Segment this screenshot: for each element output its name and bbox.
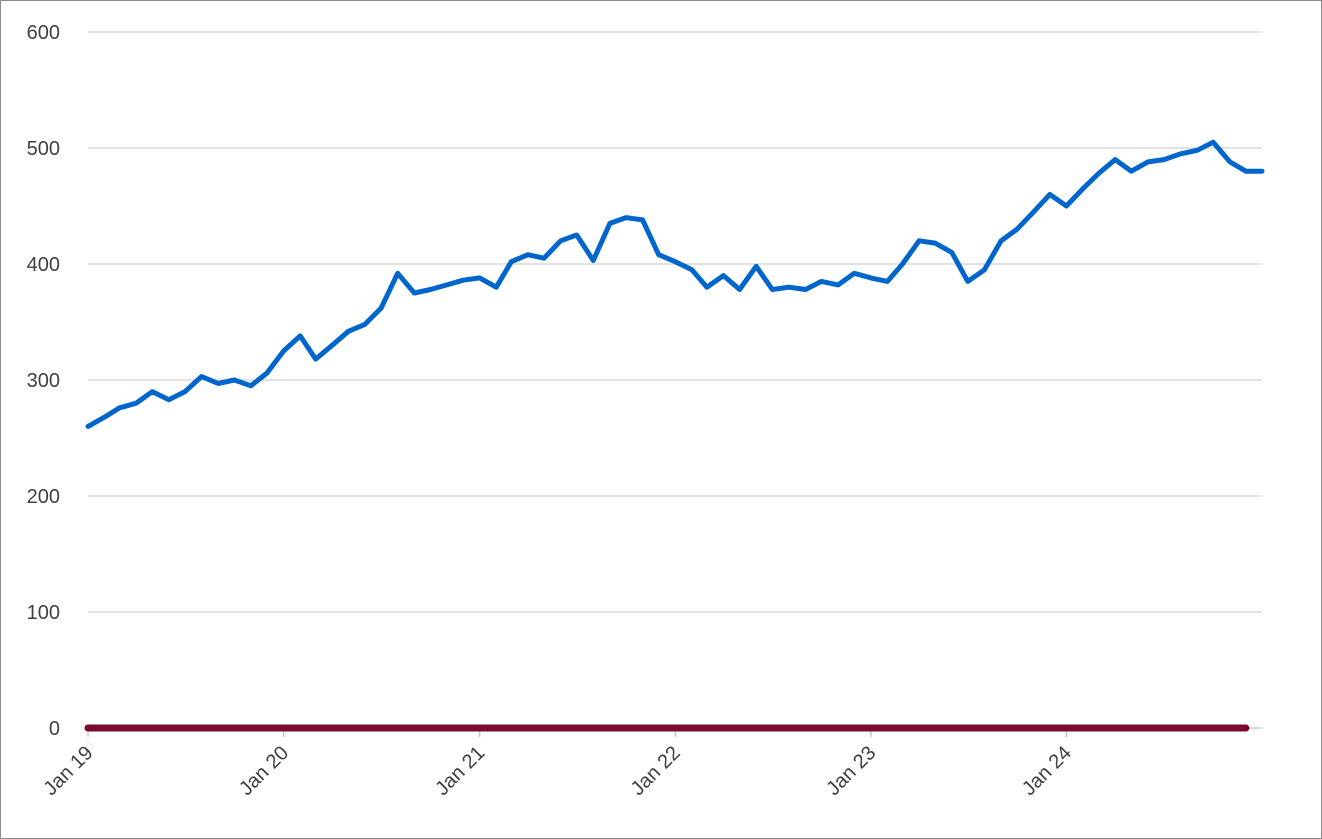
data-point — [706, 286, 708, 289]
y-tick-label: 0 — [49, 718, 60, 740]
data-point — [950, 251, 953, 254]
x-axis: Jan 19 Jan 20 Jan 21 Jan 22 Jan 23 Jan 24 — [40, 728, 1076, 800]
data-point — [1000, 240, 1002, 242]
data-point — [1065, 205, 1068, 207]
data-point — [983, 269, 986, 271]
data-point — [1114, 158, 1116, 161]
data-point — [250, 385, 252, 387]
data-point — [151, 390, 154, 393]
data-point — [575, 234, 578, 236]
data-point — [495, 286, 498, 289]
data-point — [1179, 153, 1182, 155]
data-point — [364, 323, 366, 326]
data-point — [527, 253, 529, 256]
data-point — [738, 288, 741, 291]
data-point — [87, 727, 89, 729]
x-tick-label: Jan 22 — [627, 742, 685, 800]
data-point — [870, 277, 872, 279]
data-point — [804, 288, 807, 291]
data-point — [934, 242, 936, 244]
series-line-1 — [85, 139, 1265, 429]
data-point — [967, 280, 969, 283]
data-point — [299, 335, 301, 337]
data-point — [886, 280, 889, 283]
x-tick-label: Jan 24 — [1018, 742, 1076, 800]
data-point — [478, 277, 481, 279]
x-tick-label: Jan 20 — [235, 742, 293, 800]
data-point — [331, 344, 334, 347]
data-point — [609, 222, 611, 225]
data-point — [135, 402, 138, 405]
data-point — [918, 240, 920, 242]
data-point — [266, 372, 268, 374]
data-point — [103, 416, 106, 418]
data-point — [314, 358, 317, 360]
data-point — [771, 288, 774, 291]
data-point — [1082, 187, 1084, 190]
data-point — [625, 216, 627, 219]
data-point — [1245, 727, 1247, 729]
data-point — [722, 274, 725, 277]
data-point — [901, 263, 904, 265]
data-point — [1261, 170, 1263, 172]
data-point — [1196, 149, 1198, 152]
data-point — [282, 350, 285, 352]
data-point — [853, 272, 856, 275]
data-point — [1212, 141, 1215, 143]
data-point — [184, 390, 186, 393]
y-tick-label: 300 — [27, 370, 60, 392]
data-point — [200, 375, 203, 378]
data-point — [1032, 211, 1035, 213]
y-axis-tick-labels: 0 100 200 300 400 500 600 — [27, 22, 60, 740]
data-point — [1016, 228, 1018, 230]
data-point — [396, 272, 399, 275]
data-point — [1097, 172, 1100, 175]
grid-lines — [88, 31, 1262, 729]
data-point — [657, 253, 660, 256]
data-point — [1229, 161, 1231, 163]
data-point — [413, 292, 416, 294]
data-point — [217, 382, 220, 385]
data-point — [1163, 158, 1165, 161]
data-point — [510, 260, 513, 263]
data-point — [118, 407, 121, 409]
data-point — [592, 259, 595, 262]
y-tick-label: 100 — [27, 602, 60, 624]
data-point — [788, 286, 790, 289]
data-point — [674, 260, 677, 263]
data-point — [1147, 161, 1149, 163]
data-point — [1245, 170, 1247, 172]
data-point — [87, 425, 89, 428]
data-point — [543, 257, 545, 260]
x-tick-label: Jan 23 — [822, 742, 880, 800]
y-tick-label: 500 — [27, 138, 60, 160]
data-point — [233, 379, 236, 381]
data-point — [559, 240, 562, 242]
y-tick-label: 600 — [27, 22, 60, 44]
y-tick-label: 200 — [27, 486, 60, 508]
data-point — [820, 280, 823, 283]
data-point — [462, 279, 464, 282]
data-point — [755, 265, 757, 268]
x-tick-label: Jan 21 — [431, 742, 489, 800]
data-point — [1130, 170, 1133, 172]
data-point — [429, 288, 432, 291]
data-point — [691, 269, 693, 271]
data-point — [380, 307, 382, 309]
data-point — [446, 284, 448, 286]
series-lines — [84, 139, 1265, 732]
data-point — [641, 219, 644, 221]
data-point — [347, 330, 350, 333]
data-point — [1049, 193, 1051, 196]
y-tick-label: 400 — [27, 254, 60, 276]
data-point — [168, 398, 170, 401]
x-tick-label: Jan 19 — [40, 742, 98, 800]
data-point — [837, 284, 839, 286]
